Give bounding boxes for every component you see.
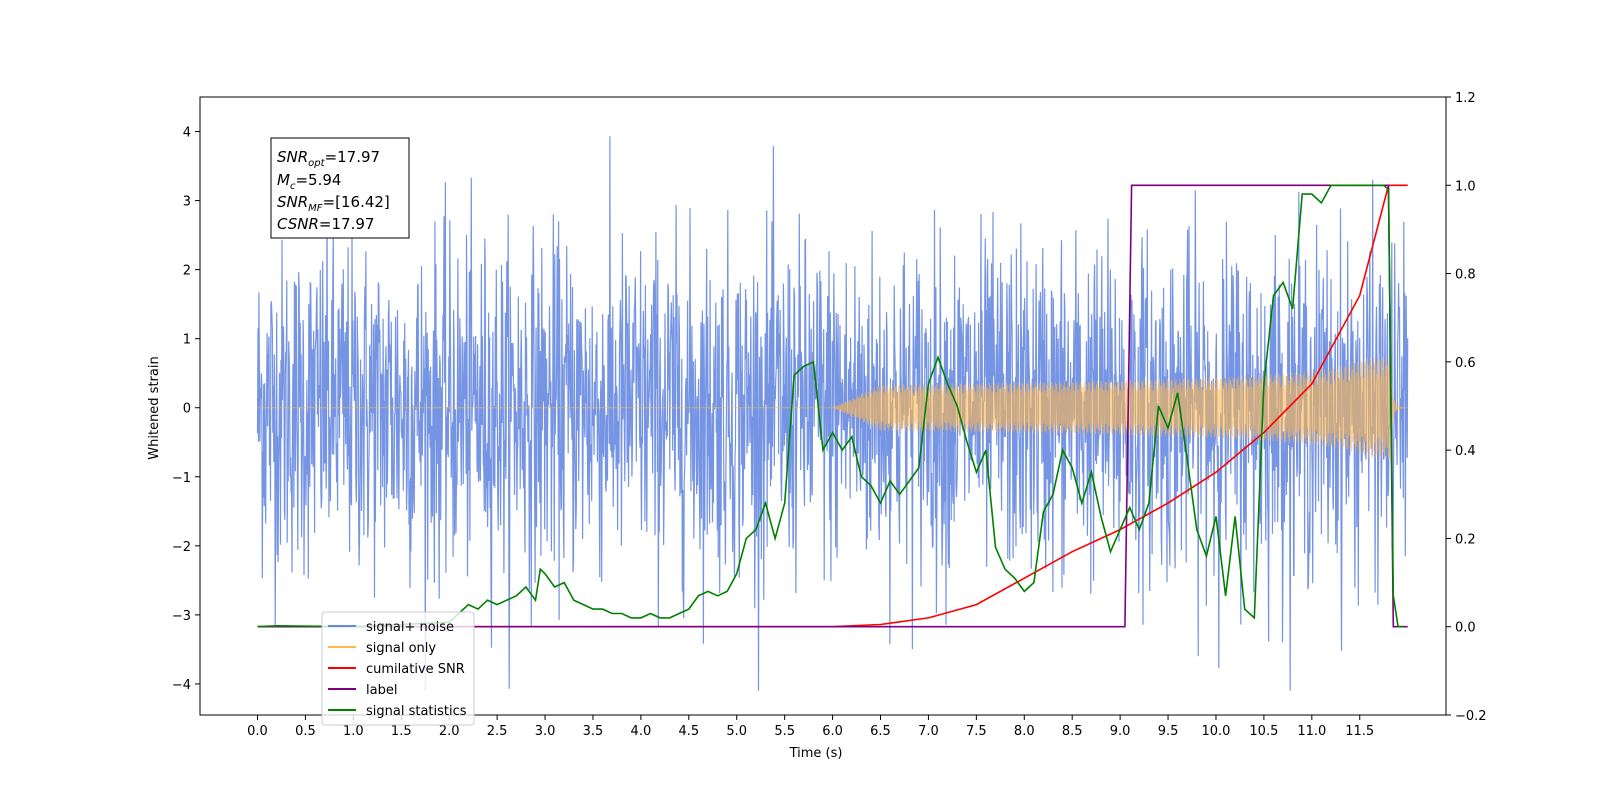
y-left-tick-label: 4 — [183, 126, 191, 141]
y-right-tick-label: 0.0 — [1455, 621, 1476, 636]
x-tick-label: 6.5 — [870, 724, 891, 739]
x-tick-label: 11.5 — [1345, 724, 1374, 739]
series-signal-statistics — [257, 184, 1403, 628]
mc-sub: c — [290, 181, 296, 192]
snr-mf-sub: MF — [308, 203, 323, 214]
y-left-tick-label: −2 — [172, 540, 191, 555]
x-axis-label: Time (s) — [789, 746, 843, 761]
legend-label: signal only — [366, 641, 436, 656]
series-label — [257, 184, 1408, 628]
x-tick-label: 11.0 — [1297, 724, 1326, 739]
y-right-tick-label: 0.8 — [1455, 268, 1476, 283]
y-left-tick-label: −1 — [172, 471, 191, 486]
snr-opt-symbol: SNR — [277, 148, 308, 166]
x-tick-label: 5.5 — [774, 724, 795, 739]
y-left-tick-label: −3 — [172, 609, 191, 624]
legend-label: signal+ noise — [366, 620, 454, 635]
snr-opt-value: =17.97 — [325, 148, 381, 166]
y-right-tick-label: 0.6 — [1455, 356, 1476, 371]
y-right-tick-label: 0.2 — [1455, 532, 1476, 547]
y-left-tick-label: 3 — [183, 195, 191, 210]
x-tick-label: 8.5 — [1062, 724, 1083, 739]
annotation-frame — [270, 137, 410, 239]
y-right-tick-label: 1.0 — [1455, 179, 1476, 194]
plot-frame — [199, 96, 1447, 716]
x-tick-label: 7.5 — [966, 724, 987, 739]
legend-label: cumilative SNR — [366, 662, 465, 677]
x-tick-label: 0.0 — [247, 724, 268, 739]
snr-mf-symbol: SNR — [277, 193, 308, 211]
x-tick-label: 9.5 — [1158, 724, 1179, 739]
series-signal-only — [257, 356, 1408, 459]
x-tick-label: 3.5 — [583, 724, 604, 739]
x-tick-label: 9.0 — [1110, 724, 1131, 739]
y-right-tick-label: 0.4 — [1455, 444, 1476, 459]
csnr-value: =17.97 — [319, 215, 375, 233]
legend: signal+ noise signal only cumilative SNR la… — [321, 611, 475, 726]
x-tick-label: 7.0 — [918, 724, 939, 739]
x-tick-label: 8.0 — [1014, 724, 1035, 739]
legend-label: signal statistics — [366, 704, 467, 719]
y-left-tick-label: −4 — [172, 678, 191, 693]
x-tick-label: 10.5 — [1249, 724, 1278, 739]
series-signal-noise — [256, 136, 1409, 691]
y-right-tick-label: −0.2 — [1455, 709, 1487, 724]
y-left-tick-label: 0 — [183, 402, 191, 417]
mc-symbol: M — [277, 171, 290, 189]
legend-frame — [321, 611, 475, 726]
snr-mf-value: =[16.42] — [323, 193, 390, 211]
snr-opt-sub: opt — [308, 158, 325, 169]
plot-area — [256, 136, 1409, 691]
annotation-csnr: CSNR=17.97 — [277, 215, 374, 233]
mc-value: =5.94 — [295, 171, 341, 189]
x-tick-label: 1.0 — [343, 724, 364, 739]
y-axis-label: Whitened strain — [147, 356, 162, 459]
x-tick-label: 4.5 — [678, 724, 699, 739]
y-left-tick-label: 2 — [183, 264, 191, 279]
x-tick-label: 10.0 — [1201, 724, 1230, 739]
annotation-mc: Mc=5.94 — [277, 171, 341, 192]
annotation-snr-mf: SNRMF=[16.42] — [277, 193, 390, 214]
y-right-tick-label: 1.2 — [1455, 91, 1476, 106]
x-tick-label: 6.0 — [822, 724, 843, 739]
csnr-symbol: CSNR — [277, 215, 319, 233]
legend-label: label — [366, 683, 397, 698]
x-tick-label: 1.5 — [391, 724, 412, 739]
x-tick-label: 3.0 — [535, 724, 556, 739]
x-tick-label: 2.0 — [439, 724, 460, 739]
x-tick-label: 2.5 — [487, 724, 508, 739]
stats-annotation-box: SNRopt=17.97 Mc=5.94 SNRMF=[16.42] CSNR=… — [270, 137, 410, 239]
x-tick-label: 5.0 — [726, 724, 747, 739]
x-tick-label: 4.0 — [631, 724, 652, 739]
y-left-tick-label: 1 — [183, 333, 191, 348]
x-tick-label: 0.5 — [295, 724, 316, 739]
axes: 0.0 0.5 1.0 1.5 2.0 2.5 3.0 3.5 4.0 4.5 5.0 5.5 6.0 6… — [172, 91, 1487, 739]
annotation-snr-opt: SNRopt=17.97 — [277, 148, 380, 169]
